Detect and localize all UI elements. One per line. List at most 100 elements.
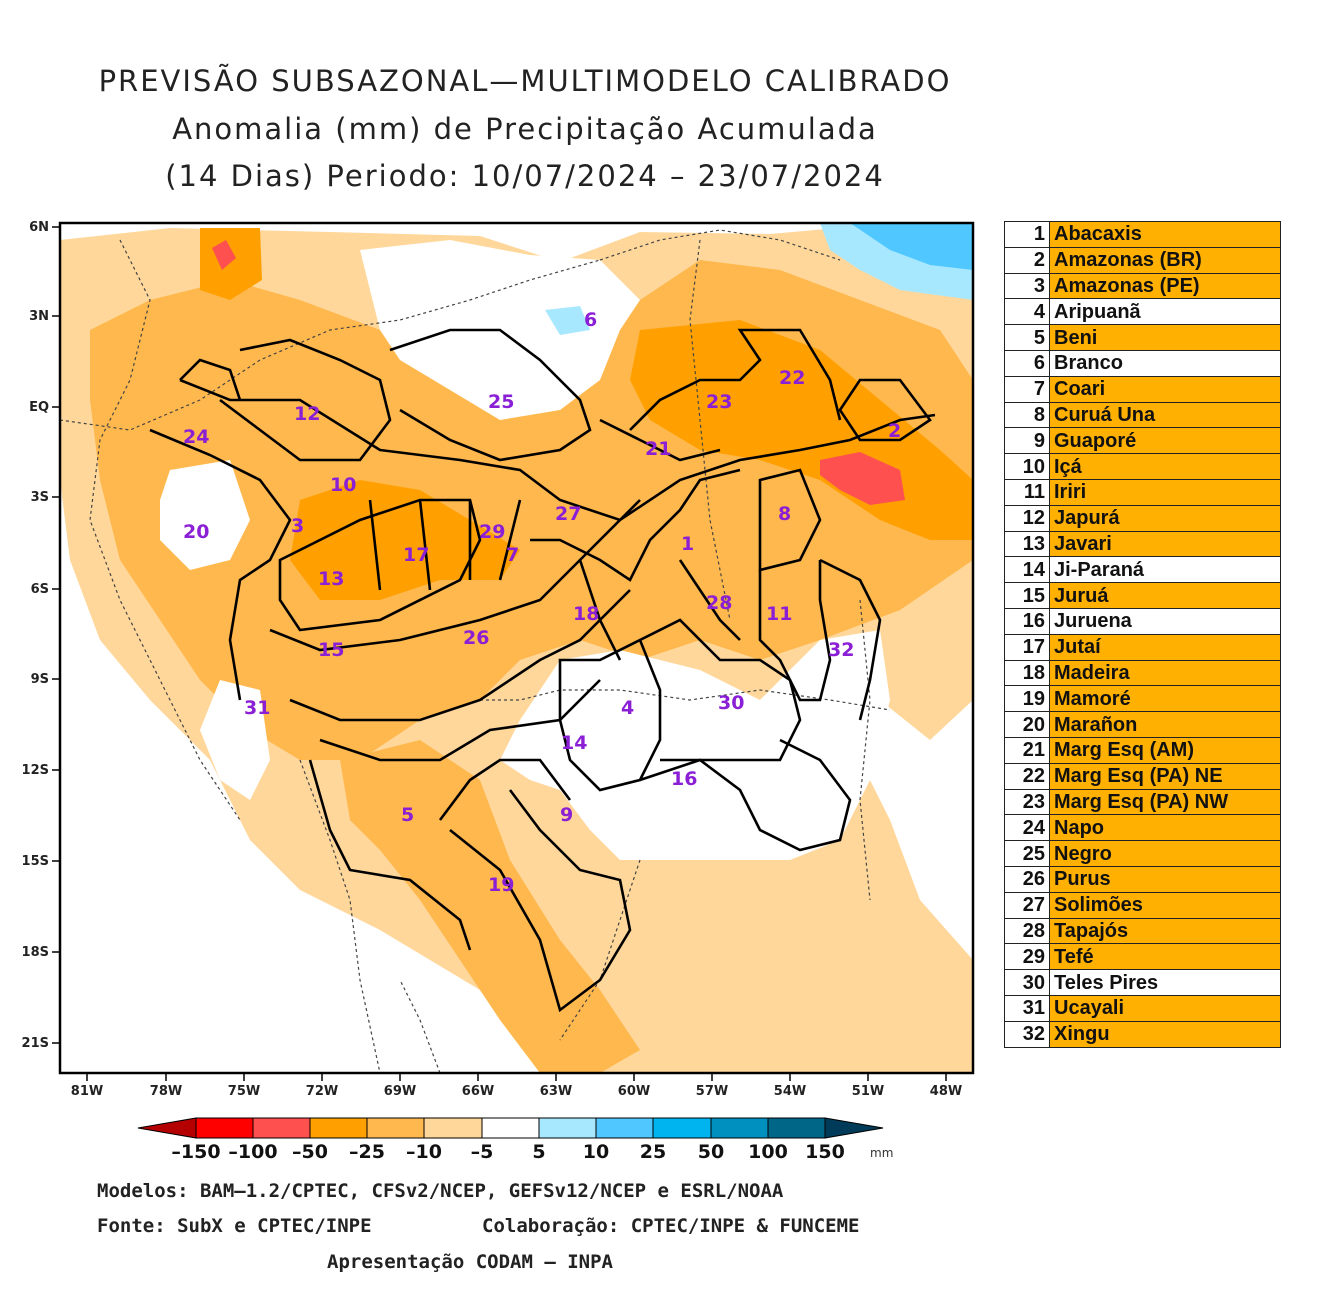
anomaly-red-patch-east	[820, 452, 905, 505]
legend-number: 20	[1004, 711, 1050, 738]
legend-row: 2 Amazonas (BR)	[1004, 246, 1281, 274]
y-axis: 6N 3N EQ 3S 6S 9S 12S 15S 18S 21S	[22, 220, 60, 1051]
legend-row: 7 Coari	[1004, 375, 1281, 403]
legend-row: 26 Purus	[1004, 865, 1281, 893]
x-tick-label: 72W	[306, 1084, 338, 1099]
colorbar-cell	[481, 1117, 540, 1139]
basin-label-23: 23	[706, 391, 732, 413]
legend-number: 26	[1004, 865, 1050, 893]
footer-collaboration: Colaboração: CPTEC/INPE & FUNCEME	[482, 1215, 860, 1237]
legend-number: 1	[1004, 221, 1050, 248]
y-tick-label: 6N	[29, 220, 49, 235]
basin-label-22: 22	[779, 367, 805, 389]
basin-label-8: 8	[778, 503, 791, 525]
legend-number: 12	[1004, 504, 1050, 532]
basin-label-32: 32	[828, 639, 854, 661]
title-line-3: (14 Dias) Periodo: 10/07/2024 – 23/07/20…	[165, 159, 885, 193]
legend-basin-name: Ucayali	[1049, 994, 1281, 1022]
legend-number: 16	[1004, 607, 1050, 635]
legend-basin-name: Branco	[1049, 349, 1281, 377]
y-tick-label: 12S	[22, 763, 49, 778]
y-tick-label: 3S	[31, 490, 49, 505]
legend-row: 30 Teles Pires	[1004, 969, 1281, 996]
map-frame	[58, 221, 975, 1075]
legend-basin-name: Solimões	[1049, 891, 1281, 919]
legend-number: 8	[1004, 401, 1050, 429]
legend-row: 9 Guaporé	[1004, 427, 1281, 455]
basin-label-9: 9	[560, 804, 573, 826]
legend-row: 23 Marg Esq (PA) NW	[1004, 788, 1281, 816]
x-tick-label: 63W	[540, 1084, 572, 1099]
legend-basin-name: Tefé	[1049, 943, 1281, 971]
basin-label-6: 6	[584, 309, 597, 331]
basin-label-2: 2	[888, 420, 901, 442]
colorbar-label: 50	[698, 1141, 724, 1163]
y-tick-label: EQ	[29, 400, 49, 415]
positive-anomaly-northeast-strong	[850, 223, 973, 270]
legend-basin-name: Juruena	[1049, 607, 1281, 635]
legend-basin-name: Marañon	[1049, 711, 1281, 738]
basin-label-11: 11	[766, 603, 792, 625]
basin-label-1: 1	[681, 533, 694, 555]
legend-basin-name: Iriri	[1049, 478, 1281, 506]
legend-basin-name: Coari	[1049, 375, 1281, 403]
basin-label-25: 25	[488, 391, 514, 413]
legend-basin-name: Ji-Paraná	[1049, 556, 1281, 584]
legend-row: 24 Napo	[1004, 814, 1281, 842]
x-tick-label: 57W	[696, 1084, 728, 1099]
colorbar-cell	[366, 1117, 425, 1139]
legend-number: 10	[1004, 453, 1050, 480]
anomaly-red-patch-north	[212, 240, 236, 270]
colorbar-cell	[767, 1117, 826, 1139]
legend-row: 16 Juruena	[1004, 607, 1281, 635]
colorbar-label: 150	[805, 1141, 845, 1163]
positive-anomaly-north-small	[545, 306, 590, 335]
colorbar-cell	[652, 1117, 712, 1139]
legend-number: 13	[1004, 530, 1050, 558]
legend-basin-name: Abacaxis	[1049, 221, 1281, 248]
colorbar-label: –150	[171, 1141, 220, 1163]
legend-row: 19 Mamoré	[1004, 685, 1281, 713]
colorbar-label: 5	[532, 1141, 545, 1163]
colorbar-cell	[824, 1117, 884, 1139]
legend-row: 29 Tefé	[1004, 943, 1281, 971]
basin-label-27: 27	[555, 503, 581, 525]
basin-label-13: 13	[318, 568, 344, 590]
y-tick-label: 18S	[22, 945, 49, 960]
x-tick-label: 66W	[462, 1084, 494, 1099]
colorbar-label: –50	[292, 1141, 328, 1163]
anomaly-dark-orange-west	[290, 480, 520, 600]
colorbar-label: –100	[228, 1141, 277, 1163]
legend-number: 31	[1004, 994, 1050, 1022]
legend-row: 32 Xingu	[1004, 1020, 1281, 1048]
colorbar-cell	[252, 1117, 311, 1139]
colorbar-unit: mm	[870, 1146, 893, 1160]
near-normal-southwest	[200, 680, 270, 800]
legend-basin-name: Guaporé	[1049, 427, 1281, 455]
legend-basin-name: Negro	[1049, 840, 1281, 867]
legend-basin-name: Tapajós	[1049, 917, 1281, 945]
basin-label-24: 24	[183, 426, 209, 448]
basin-number-labels: 1 2 3 4 5 6 7 8 9 10 11 12 13 14 15 16 1…	[183, 309, 901, 896]
colorbar-cell	[137, 1117, 197, 1139]
legend-basin-name: Curuá Una	[1049, 401, 1281, 429]
legend-number: 7	[1004, 375, 1050, 403]
basin-outlines	[149, 328, 936, 1013]
y-tick-label: 21S	[22, 1036, 49, 1051]
basin-label-15: 15	[318, 639, 344, 661]
legend-number: 3	[1004, 272, 1050, 300]
basin-label-18: 18	[573, 603, 599, 625]
legend-row: 8 Curuá Una	[1004, 401, 1281, 429]
legend-row: 17 Jutaí	[1004, 633, 1281, 661]
basin-label-30: 30	[718, 692, 744, 714]
legend-number: 11	[1004, 478, 1050, 506]
x-tick-label: 54W	[774, 1084, 806, 1099]
legend-number: 17	[1004, 633, 1050, 661]
basin-label-7: 7	[506, 544, 519, 566]
legend-row: 11 Iriri	[1004, 478, 1281, 506]
legend-row: 3 Amazonas (PE)	[1004, 272, 1281, 300]
legend-number: 15	[1004, 582, 1050, 609]
basin-label-16: 16	[671, 768, 697, 790]
legend-basin-name: Napo	[1049, 814, 1281, 842]
legend-row: 31 Ucayali	[1004, 994, 1281, 1022]
